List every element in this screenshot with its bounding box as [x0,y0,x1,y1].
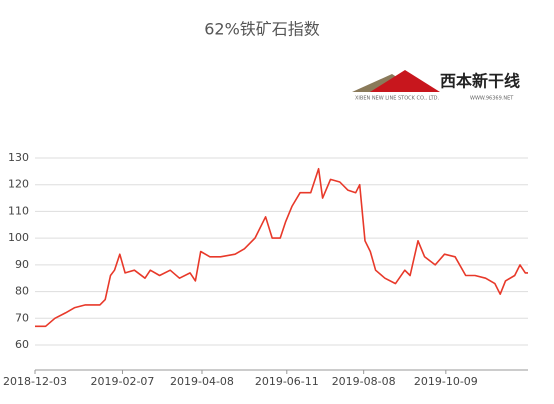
logo-subtitle: XIBEN NEW LINE STOCK CO., LTD. [355,96,440,102]
x-tick-label: 2019-10-09 [414,375,478,388]
y-tick-label: 80 [15,285,29,298]
y-tick-label: 90 [15,258,29,271]
x-tick-label: 2019-02-07 [90,375,154,388]
x-tick-label: 2018-12-03 [3,375,67,388]
y-tick-label: 70 [15,311,29,324]
y-tick-label: 100 [8,231,29,244]
chart-title: 62%铁矿石指数 [204,20,320,39]
x-tick-label: 2019-08-08 [332,375,396,388]
y-tick-label: 120 [8,178,29,191]
y-tick-label: 110 [8,204,29,217]
logo-text: 西本新干线 [440,72,520,91]
x-tick-label: 2019-04-08 [170,375,234,388]
y-tick-label: 60 [15,338,29,351]
logo-url: WWW.96369.NET [470,96,514,102]
y-tick-label: 130 [8,151,29,164]
logo: 西本新干线 XIBEN NEW LINE STOCK CO., LTD. WWW… [352,70,520,102]
x-tick-label: 2019-06-11 [255,375,319,388]
logo-mark [370,70,440,92]
line-series [35,167,528,328]
